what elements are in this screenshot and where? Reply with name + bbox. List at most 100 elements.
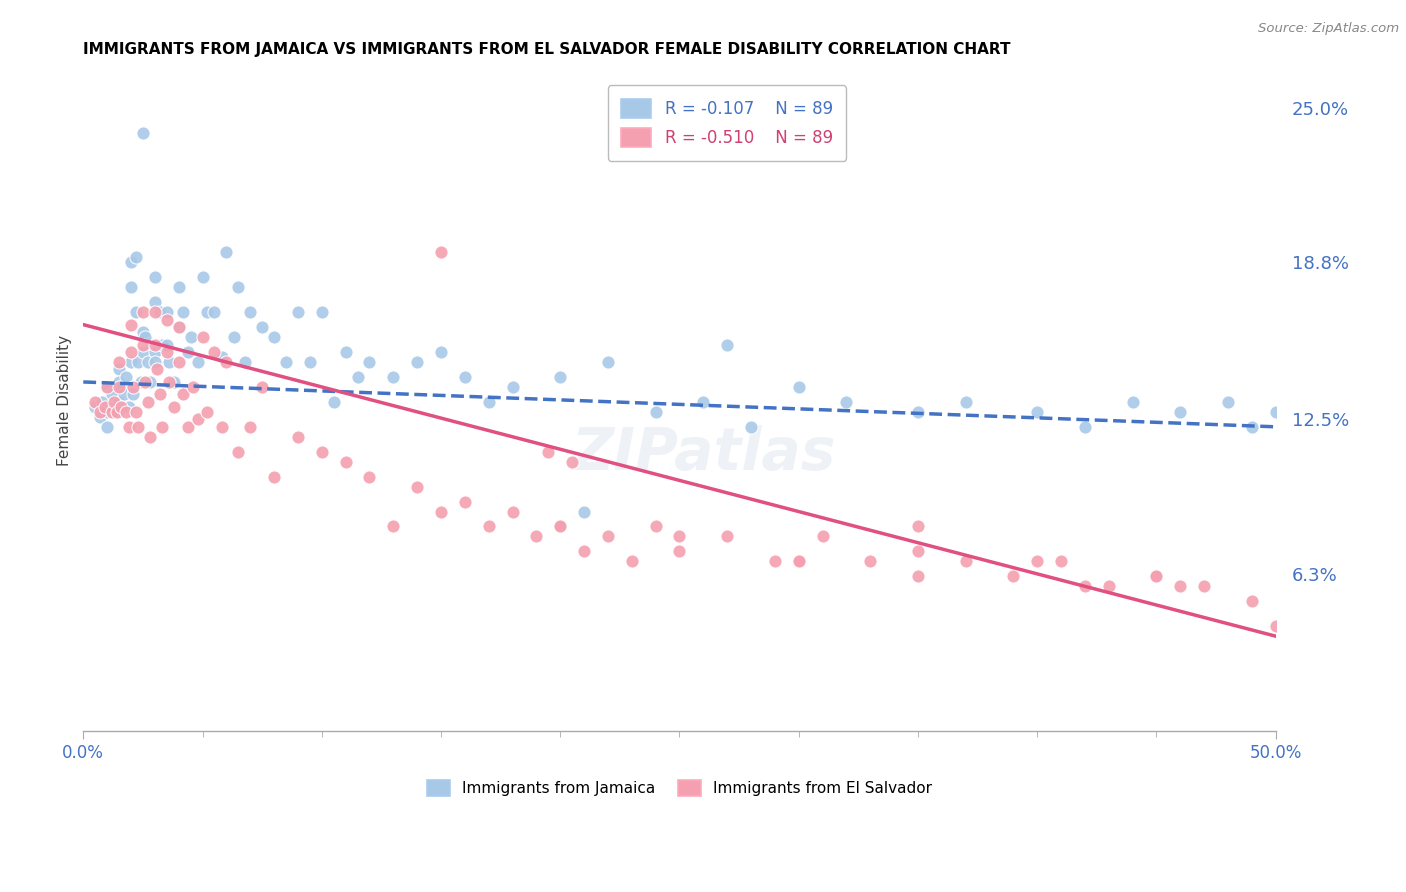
Point xyxy=(211,350,233,364)
Point xyxy=(955,554,977,568)
Point xyxy=(204,305,226,319)
Point xyxy=(96,380,118,394)
Point xyxy=(122,380,145,394)
Point xyxy=(668,529,690,543)
Point xyxy=(787,554,810,568)
Point xyxy=(311,305,333,319)
Point xyxy=(120,318,142,332)
Point xyxy=(716,337,738,351)
Point xyxy=(524,529,547,543)
Point xyxy=(835,395,858,409)
Point xyxy=(406,355,429,369)
Point xyxy=(112,387,135,401)
Point xyxy=(143,270,166,285)
Point xyxy=(177,345,200,359)
Legend: Immigrants from Jamaica, Immigrants from El Salvador: Immigrants from Jamaica, Immigrants from… xyxy=(420,774,938,803)
Point xyxy=(478,395,501,409)
Point xyxy=(132,126,155,140)
Point xyxy=(335,455,357,469)
Point xyxy=(143,355,166,369)
Point xyxy=(787,554,810,568)
Point xyxy=(156,345,179,359)
Point xyxy=(94,400,117,414)
Point xyxy=(136,395,159,409)
Point xyxy=(195,405,218,419)
Point xyxy=(149,305,172,319)
Point xyxy=(1026,554,1049,568)
Point xyxy=(250,380,273,394)
Point xyxy=(250,320,273,334)
Point xyxy=(120,355,142,369)
Point xyxy=(263,330,285,344)
Point xyxy=(187,412,209,426)
Point xyxy=(127,419,149,434)
Point xyxy=(382,370,405,384)
Point xyxy=(692,395,714,409)
Point xyxy=(125,305,148,319)
Point xyxy=(1192,579,1215,593)
Point xyxy=(561,455,583,469)
Point xyxy=(177,419,200,434)
Point xyxy=(226,444,249,458)
Point xyxy=(103,395,125,409)
Point xyxy=(478,519,501,533)
Point xyxy=(156,337,179,351)
Point xyxy=(143,345,166,359)
Point xyxy=(298,355,321,369)
Point xyxy=(430,345,453,359)
Point xyxy=(195,305,218,319)
Point xyxy=(110,380,132,394)
Point xyxy=(191,330,214,344)
Point xyxy=(132,345,155,359)
Point xyxy=(129,375,152,389)
Point xyxy=(91,395,114,409)
Point xyxy=(907,519,929,533)
Point xyxy=(181,380,204,394)
Point xyxy=(239,305,262,319)
Point xyxy=(156,305,179,319)
Point xyxy=(110,400,132,414)
Point xyxy=(740,419,762,434)
Point xyxy=(907,544,929,558)
Point xyxy=(108,355,131,369)
Point xyxy=(132,337,155,351)
Point xyxy=(620,554,643,568)
Point xyxy=(127,355,149,369)
Point xyxy=(101,387,124,401)
Point xyxy=(235,355,257,369)
Point xyxy=(263,469,285,483)
Point xyxy=(96,380,118,394)
Point xyxy=(1098,579,1121,593)
Point xyxy=(1002,569,1025,583)
Point xyxy=(103,400,125,414)
Point xyxy=(149,387,172,401)
Point xyxy=(134,375,156,389)
Point xyxy=(180,330,202,344)
Point xyxy=(191,270,214,285)
Point xyxy=(215,355,238,369)
Point xyxy=(382,519,405,533)
Point xyxy=(167,320,190,334)
Point xyxy=(108,362,131,376)
Point xyxy=(172,305,194,319)
Point xyxy=(359,469,381,483)
Point xyxy=(502,504,524,518)
Point xyxy=(322,395,344,409)
Point xyxy=(101,405,124,419)
Point xyxy=(907,405,929,419)
Point xyxy=(548,519,571,533)
Point xyxy=(1168,405,1191,419)
Point xyxy=(716,529,738,543)
Point xyxy=(548,519,571,533)
Point xyxy=(167,280,190,294)
Point xyxy=(115,370,138,384)
Text: ZIPatlas: ZIPatlas xyxy=(571,425,835,482)
Point xyxy=(668,544,690,558)
Point xyxy=(537,444,560,458)
Point xyxy=(139,375,162,389)
Point xyxy=(1264,405,1286,419)
Point xyxy=(454,494,477,508)
Point xyxy=(120,280,142,294)
Point xyxy=(1050,554,1073,568)
Point xyxy=(311,444,333,458)
